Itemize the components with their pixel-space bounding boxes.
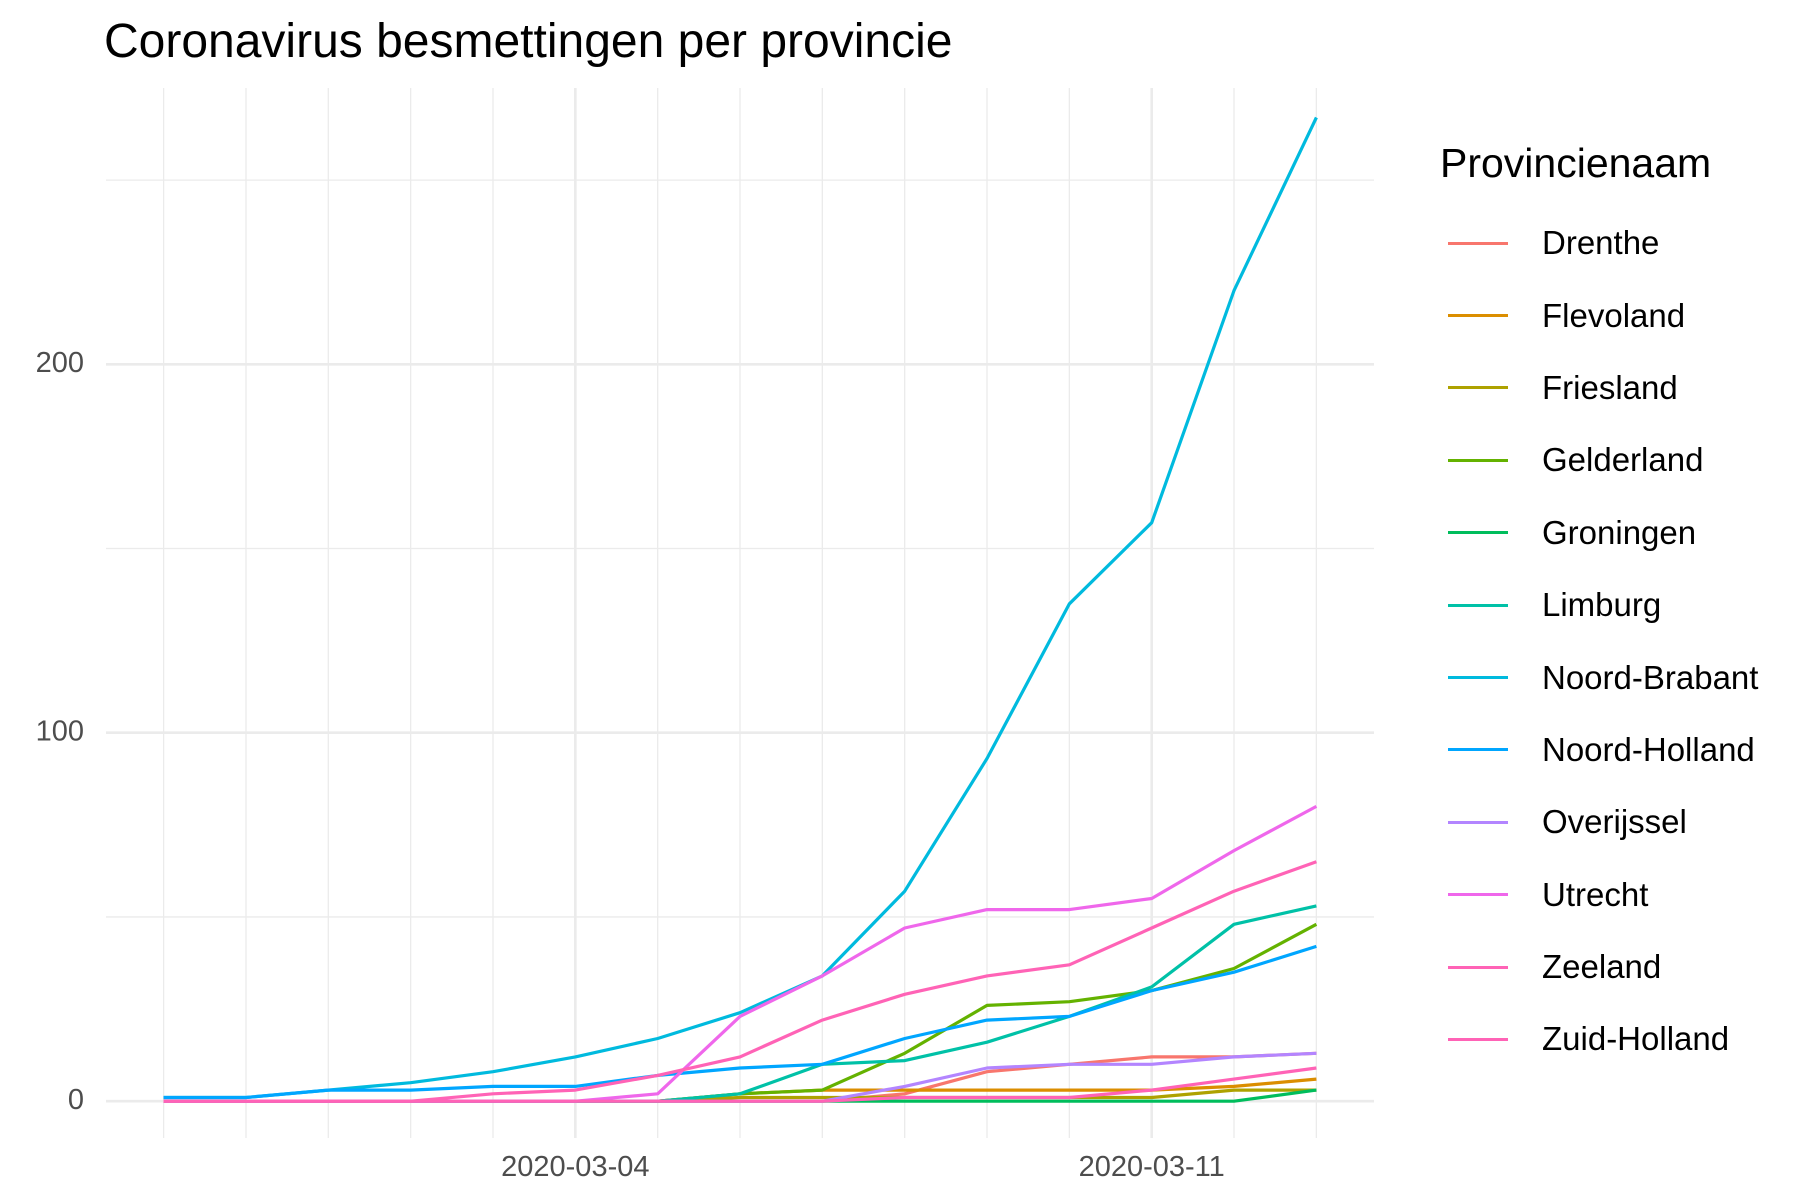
- y-tick-label: 0: [68, 1084, 84, 1116]
- series-line-noord-holland: [163, 944, 1317, 1100]
- legend-key: [1448, 893, 1508, 897]
- series-lines: [163, 116, 1318, 1103]
- legend-key: [1448, 965, 1508, 969]
- legend-title: Provincienaam: [1440, 140, 1712, 186]
- legend-key: [1448, 748, 1508, 752]
- y-tick-label: 100: [36, 715, 84, 747]
- legend-item: Limburg: [1440, 569, 1758, 641]
- legend-key: [1448, 603, 1508, 607]
- legend-key: [1448, 820, 1508, 824]
- legend-item: Drenthe: [1440, 207, 1758, 279]
- legend-item: Utrecht: [1440, 859, 1758, 931]
- series-line-noord-brabant: [163, 116, 1318, 1100]
- legend-key: [1448, 458, 1508, 462]
- legend-items: Drenthe Flevoland Friesland Gelderland Groni…: [1440, 207, 1758, 1076]
- series-line-zuid-holland: [163, 860, 1317, 1103]
- legend-key: [1448, 386, 1508, 390]
- legend-key: [1448, 241, 1508, 245]
- legend-label: Drenthe: [1542, 224, 1660, 262]
- legend-item: Noord-Holland: [1440, 714, 1758, 786]
- legend-label: Flevoland: [1542, 296, 1686, 334]
- legend-key: [1448, 1037, 1508, 1041]
- legend-key: [1448, 531, 1508, 535]
- legend-label: Zeeland: [1542, 948, 1662, 986]
- legend-label: Limburg: [1542, 586, 1662, 624]
- legend-item: Zuid-Holland: [1440, 1003, 1758, 1075]
- legend-label: Utrecht: [1542, 875, 1649, 913]
- legend-item: Gelderland: [1440, 424, 1758, 496]
- legend-key: [1448, 314, 1508, 318]
- x-tick-label: 2020-03-11: [1079, 1151, 1225, 1183]
- legend-item: Groningen: [1440, 497, 1758, 569]
- legend-label: Noord-Holland: [1542, 730, 1755, 768]
- y-tick-label: 200: [36, 347, 84, 379]
- legend-item: Overijssel: [1440, 786, 1758, 858]
- x-tick-label: 2020-03-04: [501, 1151, 649, 1183]
- legend: Provincienaam Drenthe Flevoland Friesland G…: [1440, 140, 1758, 1076]
- legend-label: Noord-Brabant: [1542, 658, 1759, 696]
- legend-item: Flevoland: [1440, 279, 1758, 351]
- chart-title: Coronavirus besmettingen per provincie: [104, 15, 953, 68]
- legend-item: Friesland: [1440, 352, 1758, 424]
- legend-key: [1448, 676, 1508, 680]
- line-chart: 0 100 200 2020-03-04 2020-03-11: [36, 88, 1374, 1183]
- legend-label: Zuid-Holland: [1542, 1020, 1730, 1058]
- legend-label: Overijssel: [1542, 803, 1687, 841]
- legend-item: Noord-Brabant: [1440, 641, 1758, 713]
- legend-item: Zeeland: [1440, 931, 1758, 1003]
- legend-label: Friesland: [1542, 368, 1678, 406]
- legend-label: Gelderland: [1542, 441, 1704, 479]
- legend-label: Groningen: [1542, 513, 1697, 551]
